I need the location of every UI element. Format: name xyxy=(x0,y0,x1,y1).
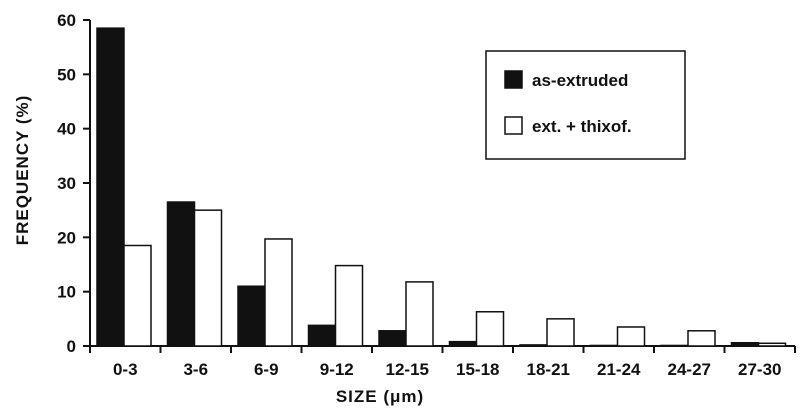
y-axis-title: FREQUENCY (%) xyxy=(13,95,32,246)
bar-ext-thixof-24-27 xyxy=(687,330,716,347)
y-ticks: 0 10 20 30 40 50 60 xyxy=(57,11,90,356)
bar-ext-thixof-27-30 xyxy=(757,342,787,347)
x-tick-label: 3-6 xyxy=(183,360,208,379)
bar-as-extruded-3-6 xyxy=(166,201,196,347)
bar-ext-thixof-12-15 xyxy=(405,281,434,347)
y-tick-label: 10 xyxy=(57,283,76,302)
bar-ext-thixof-0-3 xyxy=(123,244,152,347)
x-tick-label: 24-27 xyxy=(668,360,711,379)
bar-ext-thixof-6-9 xyxy=(264,238,293,347)
x-tick-label: 27-30 xyxy=(738,360,781,379)
x-tick-label: 21-24 xyxy=(597,360,641,379)
bar-ext-thixof-21-24 xyxy=(616,326,646,347)
legend-label-ext-thixof: ext. + thixof. xyxy=(532,117,632,136)
bars xyxy=(96,27,787,347)
bar-as-extruded-12-15 xyxy=(378,330,407,347)
bar-as-extruded-24-27 xyxy=(660,344,689,347)
bar-as-extruded-0-3 xyxy=(96,27,125,347)
x-tick-label: 0-3 xyxy=(113,360,138,379)
legend-label-as-extruded: as-extruded xyxy=(532,71,628,90)
bar-as-extruded-15-18 xyxy=(448,340,478,347)
bar-as-extruded-18-21 xyxy=(519,344,548,347)
bar-as-extruded-21-24 xyxy=(589,344,619,347)
y-tick-label: 50 xyxy=(57,65,76,84)
bar-as-extruded-27-30 xyxy=(730,341,760,347)
x-tick-label: 9-12 xyxy=(320,360,354,379)
y-tick-label: 30 xyxy=(57,174,76,193)
legend: as-extruded ext. + thixof. xyxy=(485,50,686,160)
legend-box xyxy=(485,50,686,160)
x-tick-label: 6-9 xyxy=(254,360,279,379)
legend-swatch-as-extruded xyxy=(504,70,523,89)
bar-ext-thixof-15-18 xyxy=(475,311,505,347)
bar-as-extruded-9-12 xyxy=(307,324,337,347)
x-axis-title: SIZE (μm) xyxy=(336,387,424,406)
x-tick-label: 12-15 xyxy=(386,360,429,379)
bar-ext-thixof-18-21 xyxy=(546,318,575,347)
bar-as-extruded-6-9 xyxy=(237,285,266,347)
y-tick-label: 20 xyxy=(57,228,76,247)
y-tick-label: 40 xyxy=(57,120,76,139)
bar-ext-thixof-3-6 xyxy=(193,209,223,347)
y-tick-label: 0 xyxy=(67,337,76,356)
x-tick-label: 15-18 xyxy=(456,360,499,379)
x-ticks: 0-3 3-6 6-9 9-12 12-15 15-18 18-21 21-24 24-27 27… xyxy=(89,346,796,379)
y-tick-label: 60 xyxy=(57,11,76,30)
bar-ext-thixof-9-12 xyxy=(334,264,364,347)
x-tick-label: 18-21 xyxy=(527,360,570,379)
legend-swatch-ext-thixof xyxy=(504,116,523,135)
